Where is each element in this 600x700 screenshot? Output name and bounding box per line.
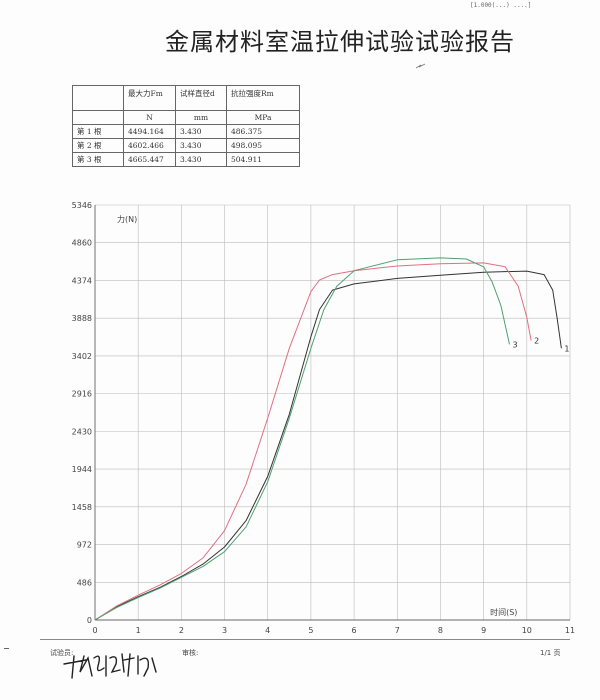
y-tick-label: 0 xyxy=(87,616,92,625)
page-number: 1/1 页 xyxy=(540,649,561,657)
row-label: 第 2 根 xyxy=(72,138,124,153)
x-tick-label: 5 xyxy=(308,626,313,635)
x-tick-label: 1 xyxy=(136,626,141,635)
y-tick-label: 1458 xyxy=(72,503,92,512)
unit-cell-fm: N xyxy=(123,110,176,125)
row-fm: 4494.164 xyxy=(123,124,176,139)
header-cell-fm: 最大力Fm xyxy=(123,85,176,111)
x-tick-label: 6 xyxy=(352,626,357,635)
chart-svg: 0486972145819442430291634023888437448605… xyxy=(72,201,575,635)
series-label-2: 2 xyxy=(534,337,539,346)
x-tick-label: 0 xyxy=(92,626,97,635)
pen-mark xyxy=(415,63,426,69)
x-tick-label: 11 xyxy=(565,626,575,635)
x-tick-label: 7 xyxy=(395,626,400,635)
table-header-row: 最大力Fm 试样直径d 抗拉强度Rm xyxy=(72,85,300,111)
x-tick-label: 9 xyxy=(481,626,486,635)
results-table: 最大力Fm 试样直径d 抗拉强度Rm N mm MPa 第 1 根 4494.1… xyxy=(72,85,300,167)
table-row: 第 3 根 4665.447 3.430 504.911 xyxy=(72,152,300,167)
row-rm: 498.095 xyxy=(226,138,300,153)
row-rm: 486.375 xyxy=(226,124,300,139)
row-rm: 504.911 xyxy=(226,152,300,167)
y-axis-label: 力(N) xyxy=(117,214,137,224)
y-tick-label: 5346 xyxy=(72,201,92,210)
y-tick-label: 1944 xyxy=(72,465,92,474)
x-tick-label: 10 xyxy=(522,626,532,635)
unit-cell xyxy=(72,110,124,125)
row-d: 3.430 xyxy=(175,152,227,167)
series-line-2 xyxy=(94,262,532,621)
row-label: 第 1 根 xyxy=(72,124,124,139)
header-stamp: [1.000(...) ....] xyxy=(470,2,532,8)
series-label-1: 1 xyxy=(564,344,569,353)
row-label: 第 3 根 xyxy=(72,152,124,167)
y-tick-label: 4860 xyxy=(72,239,92,248)
y-tick-label: 486 xyxy=(77,578,92,587)
tester-signature xyxy=(63,653,157,679)
series-line-1 xyxy=(94,270,562,621)
footer-divider xyxy=(40,639,570,640)
row-fm: 4665.447 xyxy=(123,152,176,167)
x-tick-label: 2 xyxy=(179,626,184,635)
unit-cell-d: mm xyxy=(175,110,227,125)
force-time-chart: 0 486 972 1458 1944 2430 2916 3402 3888 4374 4860 5… xyxy=(0,190,600,650)
series-line-3 xyxy=(94,257,510,621)
y-tick-label: 2430 xyxy=(72,427,92,436)
table-units-row: N mm MPa xyxy=(72,110,300,125)
table-row: 第 1 根 4494.164 3.430 486.375 xyxy=(72,124,300,139)
header-cell-rm: 抗拉强度Rm xyxy=(226,85,300,111)
header-cell-d: 试样直径d xyxy=(175,85,227,111)
row-d: 3.430 xyxy=(175,138,227,153)
x-tick-label: 4 xyxy=(265,626,270,635)
margin-mark xyxy=(4,648,9,649)
x-tick-label: 8 xyxy=(438,626,443,635)
series-label-3: 3 xyxy=(513,340,518,349)
x-tick-label: 3 xyxy=(222,626,227,635)
y-tick-label: 2916 xyxy=(72,390,92,399)
y-tick-label: 4374 xyxy=(72,276,92,285)
y-tick-label: 972 xyxy=(77,541,92,550)
x-axis-label: 时间(S) xyxy=(490,607,517,617)
y-tick-label: 3888 xyxy=(72,314,92,323)
tester-label: 试验员: xyxy=(50,649,74,657)
unit-cell-rm: MPa xyxy=(226,110,300,125)
row-d: 3.430 xyxy=(175,124,227,139)
reviewer-label: 审核: xyxy=(182,649,199,657)
report-title: 金属材料室温拉伸试验试验报告 xyxy=(165,28,515,56)
y-tick-label: 3402 xyxy=(72,352,92,361)
table-row: 第 2 根 4602.466 3.430 498.095 xyxy=(72,138,300,153)
header-cell xyxy=(72,85,124,111)
row-fm: 4602.466 xyxy=(123,138,176,153)
